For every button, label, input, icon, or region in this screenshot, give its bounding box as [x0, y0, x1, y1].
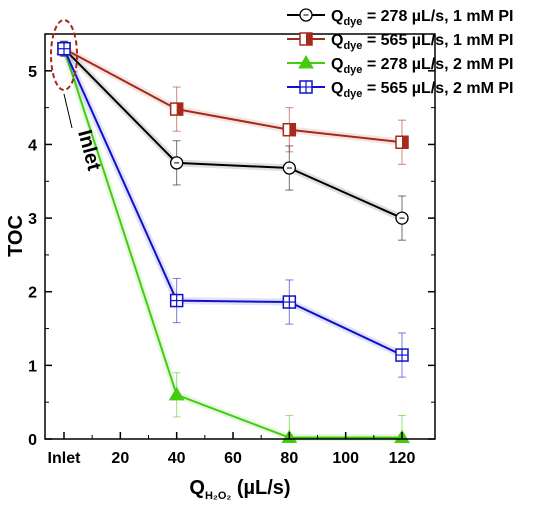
y-tick-label: 5: [28, 64, 37, 81]
legend-label-sub: dye: [343, 16, 362, 28]
legend-label-rest: = 565 µL/s, 2 mM PI: [362, 80, 513, 97]
y-tick-label: 0: [28, 432, 37, 449]
data-point: [168, 386, 185, 401]
x-tick-label: 40: [168, 450, 186, 467]
series-line-glow: [60, 47, 402, 442]
marker-triangle: [168, 386, 185, 401]
legend-label: Qdye = 565 µL/s, 1 mM PI: [331, 32, 513, 52]
series-line: [63, 48, 403, 356]
data-point: [282, 295, 297, 309]
legend-label: Qdye = 565 µL/s, 2 mM PI: [331, 80, 513, 100]
legend-entry-3: Qdye = 278 µL/s, 2 mM PI: [287, 55, 513, 76]
series-1: [57, 40, 409, 241]
y-tick-label: 2: [28, 285, 37, 302]
marker-triangle: [298, 55, 314, 69]
marker-half-fill: [402, 136, 408, 149]
legend-entry-4: Qdye = 565 µL/s, 2 mM PI: [287, 80, 513, 100]
legend-marker: [298, 55, 314, 69]
legend-entry-1: Qdye = 278 µL/s, 1 mM PI: [287, 8, 513, 28]
x-tick-label: 80: [280, 450, 298, 467]
data-point: [395, 135, 409, 149]
y-tick-label: 3: [28, 211, 37, 228]
inlet-arrow: [63, 93, 73, 129]
y-tick-label: 4: [28, 137, 37, 154]
legend-label-sub: dye: [343, 88, 362, 100]
data-point: [395, 211, 409, 225]
x-axis-title-sub: H₂O₂: [205, 490, 231, 502]
legend-label-rest: = 278 µL/s, 1 mM PI: [362, 8, 513, 25]
legend-marker: [299, 8, 313, 22]
y-tick-label: 1: [28, 358, 37, 375]
y-axis-title: TOC: [5, 215, 27, 257]
legend-label: Qdye = 278 µL/s, 2 mM PI: [331, 56, 513, 76]
marker-half-fill: [289, 123, 296, 136]
legend-label-sub: dye: [343, 64, 362, 76]
tick-layer: Inlet 20 40 60 80 100 120 0 1 2 3 4 5: [28, 64, 435, 467]
data-point: [170, 156, 184, 170]
legend-label-main: Q: [331, 8, 343, 25]
plot-frame: [44, 33, 436, 440]
x-axis-title-unit: (µL/s): [231, 477, 290, 499]
legend-label: Qdye = 278 µL/s, 1 mM PI: [331, 8, 513, 28]
legend-label-main: Q: [331, 56, 343, 73]
legend-label-rest: = 278 µL/s, 2 mM PI: [362, 56, 513, 73]
legend-label-main: Q: [331, 32, 343, 49]
data-point: [395, 348, 409, 362]
series-4: [57, 40, 409, 378]
legend-label-main: Q: [331, 80, 343, 97]
x-tick-label: Inlet: [48, 450, 82, 467]
data-point: [169, 102, 184, 116]
series-line: [63, 47, 403, 144]
data-point: [57, 41, 71, 56]
marker-half-fill: [306, 33, 312, 45]
series-layer: [56, 40, 410, 444]
x-tick-label: 60: [224, 450, 242, 467]
legend-label-rest: = 565 µL/s, 1 mM PI: [362, 32, 513, 49]
x-tick-label: 20: [111, 450, 129, 467]
x-tick-label: 120: [389, 450, 416, 467]
inlet-circle: [50, 19, 78, 91]
legend-label-sub: dye: [343, 40, 362, 52]
data-point: [169, 293, 184, 308]
legend-entry-2: Qdye = 565 µL/s, 1 mM PI: [287, 32, 513, 52]
series-line: [63, 48, 402, 439]
series-3: [56, 40, 410, 444]
series-line: [63, 48, 403, 220]
x-axis-title-main: Q: [189, 477, 205, 499]
legend-marker: [299, 80, 313, 94]
data-point: [282, 161, 296, 175]
x-tick-label: 100: [332, 450, 359, 467]
legend-marker: [299, 32, 313, 46]
x-axis-title: QH₂O₂ (µL/s): [189, 477, 290, 502]
data-point: [282, 122, 297, 137]
marker-half-fill: [176, 103, 183, 116]
